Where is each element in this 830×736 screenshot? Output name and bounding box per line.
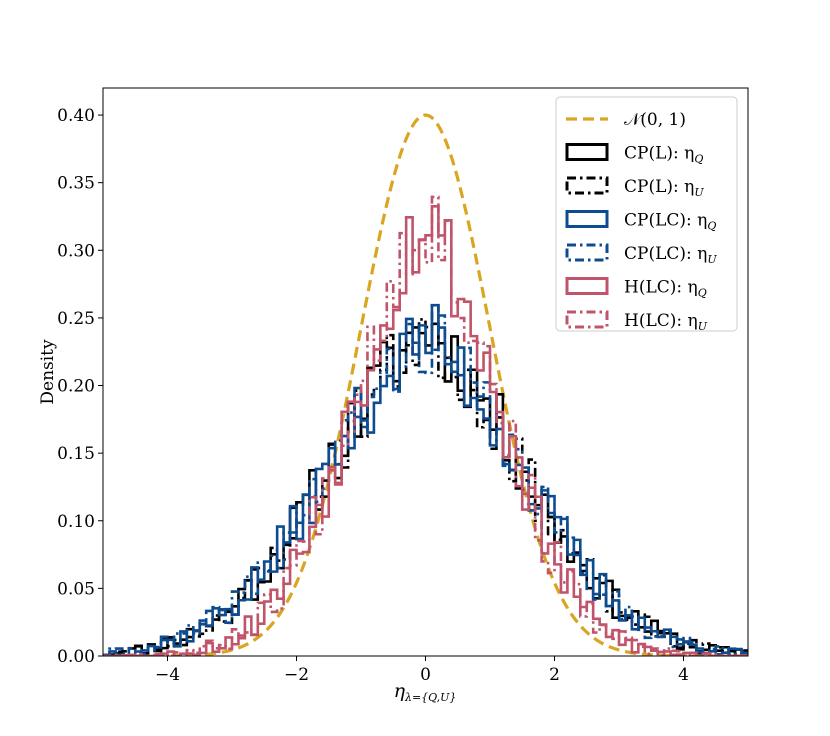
y-tick-label: 0.25 xyxy=(57,309,95,329)
legend-swatch xyxy=(565,210,609,228)
y-tick-label: 0.15 xyxy=(57,444,95,464)
legend-label: H(LC): ηQ xyxy=(624,278,707,300)
legend-entry: H(LC): ηU xyxy=(565,310,708,333)
legend-label: CP(LC): ηQ xyxy=(624,211,716,233)
y-tick-label: 0.30 xyxy=(57,241,95,261)
y-tick-label: 0.10 xyxy=(57,512,95,532)
legend-entry: 𝒩(0, 1) xyxy=(566,110,686,130)
legend-entry: H(LC): ηQ xyxy=(565,277,707,300)
histogram-h-lc-u xyxy=(103,195,748,656)
x-tick-label: 4 xyxy=(678,665,689,685)
histogram-cp-lc-u xyxy=(103,314,748,656)
y-tick-label: 0.00 xyxy=(57,647,95,667)
legend-entry: CP(LC): ηU xyxy=(565,243,717,266)
legend-box xyxy=(555,96,738,332)
legend-swatch xyxy=(565,243,609,262)
legend-entry: CP(L): ηU xyxy=(565,176,704,199)
legend-swatch xyxy=(565,310,609,329)
histogram-cp-lc-q xyxy=(103,303,748,656)
x-tick-label: 0 xyxy=(420,665,431,685)
y-axis-label: Density xyxy=(38,339,58,405)
legend-entry: CP(L): ηQ xyxy=(565,143,703,166)
legend-entry: CP(LC): ηQ xyxy=(565,210,716,233)
y-tick-label: 0.05 xyxy=(57,579,95,599)
legend-label: H(LC): ηU xyxy=(624,311,708,333)
x-axis-label: ηλ={Q,U} xyxy=(394,680,457,704)
legend-label: CP(LC): ηU xyxy=(624,244,717,266)
legend-label: CP(L): ηU xyxy=(624,177,704,199)
y-tick-label: 0.20 xyxy=(57,377,95,397)
legend-label: CP(L): ηQ xyxy=(624,144,703,166)
y-tick-label: 0.35 xyxy=(57,174,95,194)
x-axis-label-sub: λ={Q,U} xyxy=(404,691,456,704)
legend-label: 𝒩(0, 1) xyxy=(624,110,686,130)
legend-swatch xyxy=(565,277,609,295)
x-axis-label-main: η xyxy=(394,680,406,702)
x-tick-label: −4 xyxy=(155,665,180,685)
y-tick-label: 0.40 xyxy=(57,106,95,126)
histogram-cp-l-u xyxy=(103,303,748,656)
x-tick-label: 2 xyxy=(549,665,560,685)
legend-swatch xyxy=(565,143,609,161)
normal-curve xyxy=(103,113,748,656)
legend-swatch xyxy=(565,176,609,195)
x-tick-label: −2 xyxy=(284,665,309,685)
